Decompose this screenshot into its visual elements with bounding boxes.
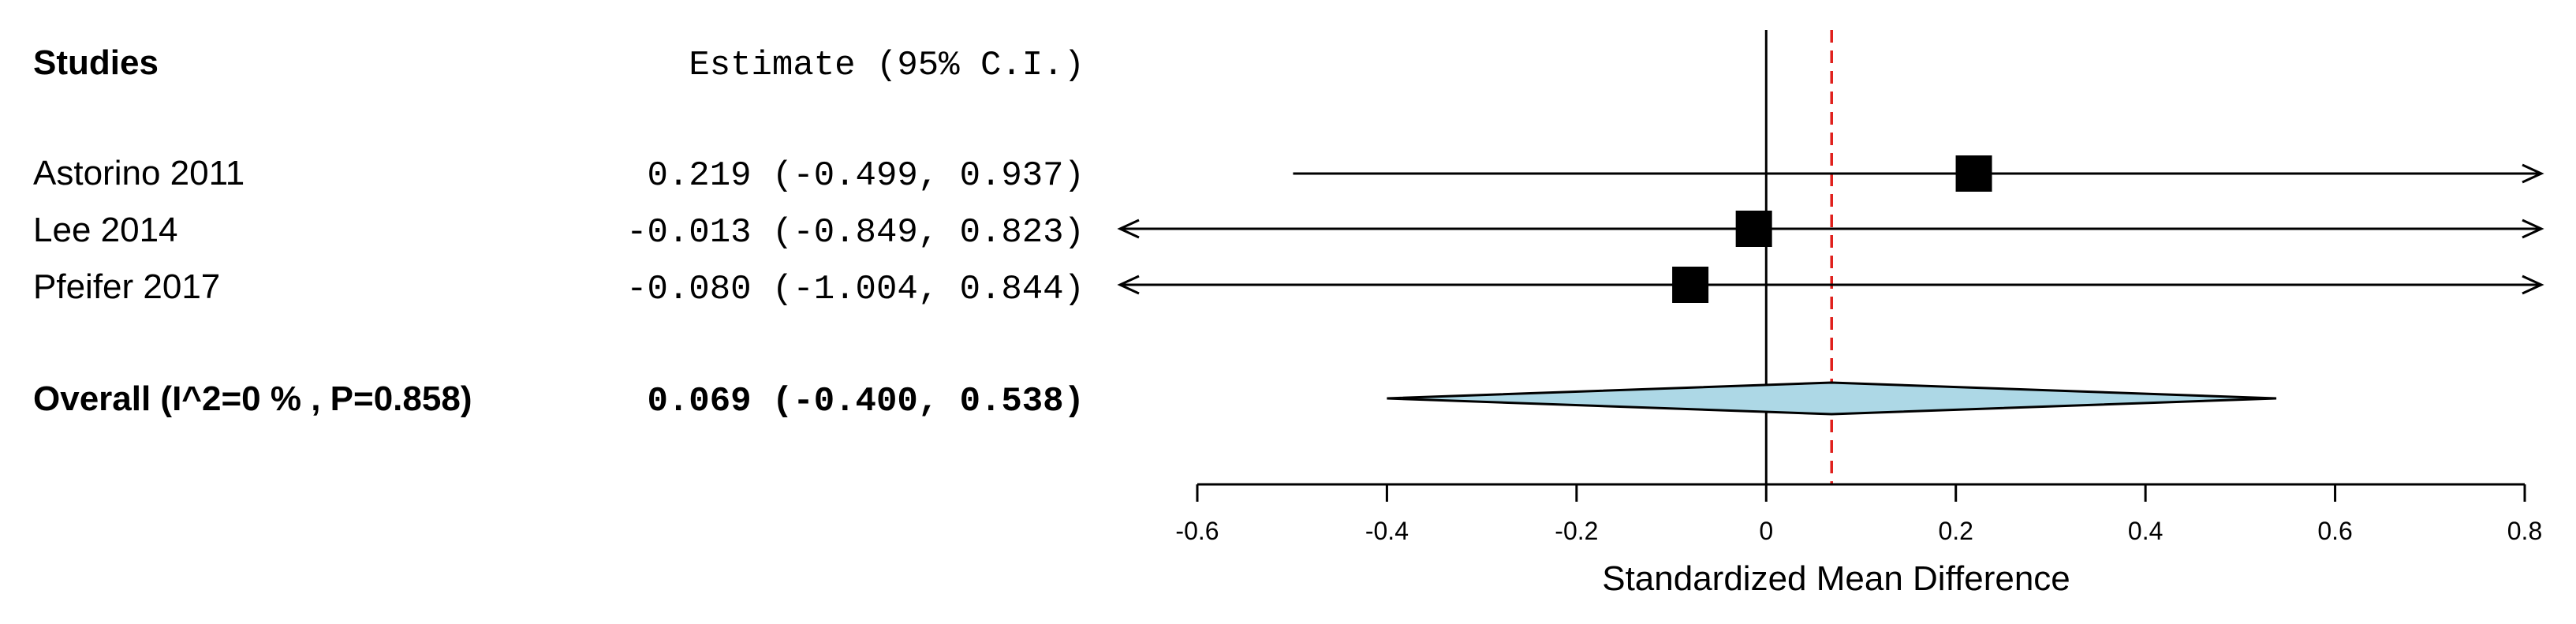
- overall-label: Overall (I^2=0 % , P=0.858): [33, 379, 472, 418]
- reference-lines: [1764, 30, 1833, 484]
- x-tick-label: -0.4: [1365, 517, 1409, 545]
- study-estimate-text: -0.013 (-0.849, 0.823): [626, 213, 1085, 252]
- study-label: Lee 2014: [33, 211, 178, 249]
- overall-diamond: [1387, 381, 2277, 416]
- x-tick-label: -0.6: [1175, 517, 1219, 545]
- studies-header: Studies: [33, 43, 159, 82]
- ci-arrowhead: [2522, 275, 2544, 295]
- study-estimate-text: 0.219 (-0.499, 0.937): [648, 156, 1085, 196]
- point-estimate-box: [1735, 211, 1772, 247]
- point-estimate-box: [1672, 267, 1709, 303]
- ci-arrowhead: [1117, 275, 1140, 295]
- ci-arrowhead: [1117, 219, 1140, 239]
- x-tick-label: 0.4: [2128, 517, 2163, 545]
- x-tick-label: 0.2: [1938, 517, 1973, 545]
- x-axis: -0.6 -0.4 -0.2 0 0.2 0.4 0.6 0.8: [1175, 483, 2542, 545]
- confidence-intervals: [1117, 163, 2544, 295]
- ci-arrowhead: [2522, 219, 2544, 239]
- study-label: Pfeifer 2017: [33, 267, 220, 306]
- study-label: Astorino 2011: [33, 154, 245, 192]
- estimate-header: Estimate (95% C.I.): [689, 46, 1085, 85]
- x-tick-label: 0: [1759, 517, 1773, 545]
- point-estimate-box: [1955, 155, 1992, 192]
- x-tick-label: 0.8: [2507, 517, 2542, 545]
- overall-summary: [1387, 381, 2277, 416]
- x-tick-label: -0.2: [1555, 517, 1598, 545]
- x-tick-label: 0.6: [2317, 517, 2352, 545]
- ci-arrowhead: [2522, 163, 2544, 184]
- study-estimate-text: -0.080 (-1.004, 0.844): [626, 270, 1085, 309]
- x-axis-label: Standardized Mean Difference: [1602, 559, 2070, 598]
- overall-estimate-text: 0.069 (-0.400, 0.538): [648, 382, 1085, 421]
- point-estimates: [1672, 155, 1992, 303]
